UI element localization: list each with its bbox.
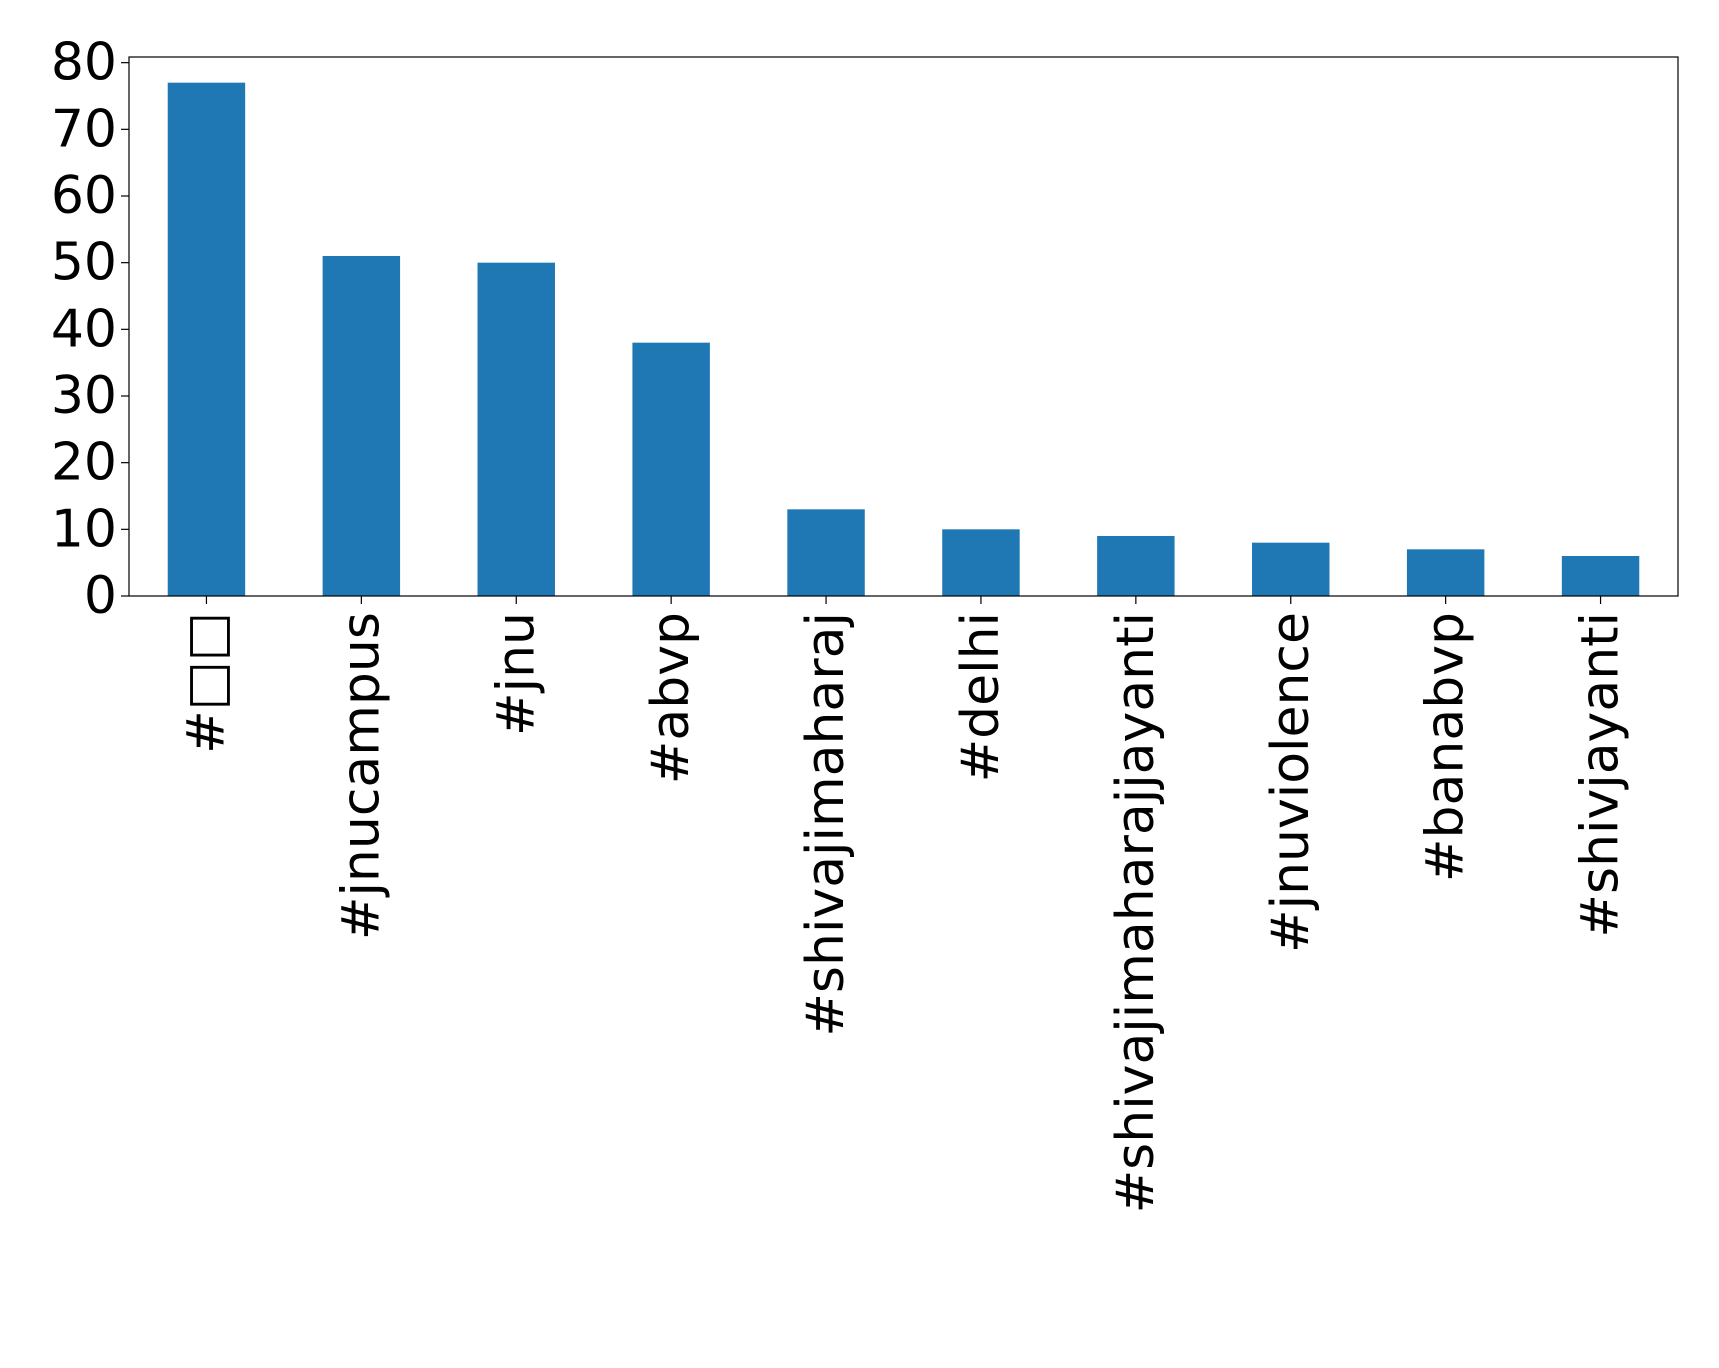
bar [942,529,1020,596]
bar [1561,556,1640,596]
y-tick-label: 70 [51,99,117,159]
bar [632,342,710,596]
y-tick-label: 40 [51,299,117,359]
x-tick-label: #abvp [641,612,701,784]
x-tick-label: #delhi [951,612,1011,782]
y-tick-label: 20 [51,433,117,493]
x-tick-label: #shivajimaharaj [796,612,856,1037]
x-tick-label: #□□ [176,612,236,754]
y-tick-label: 80 [51,33,117,93]
plot-frame [128,56,1679,597]
y-tick-label: 10 [51,499,117,559]
y-tick-label: 50 [51,233,117,293]
bar [1406,549,1485,596]
x-tick-label: #jnucampus [331,612,391,940]
y-tick-label: 0 [84,566,117,626]
bar [167,82,246,596]
y-tick-label: 30 [51,366,117,426]
y-tick-label: 60 [51,166,117,226]
x-tick-label: #jnu [486,612,546,736]
x-tick-label: #shivjayanti [1571,612,1631,938]
bar [1252,542,1330,596]
x-tick-label: #shivajimaharajjayanti [1106,612,1166,1213]
x-tick-label: #jnuviolence [1261,612,1321,953]
bar [1097,536,1175,596]
bar [477,262,555,596]
x-tick-label: #banabvp [1416,612,1476,882]
bar [787,509,865,596]
bar [322,256,401,596]
